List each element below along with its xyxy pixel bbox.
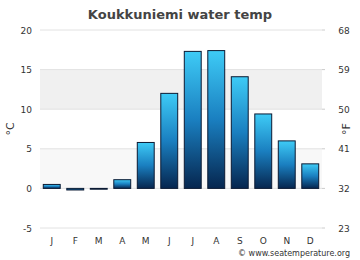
- x-tick-label: A: [213, 236, 220, 246]
- y2-tick: [322, 109, 325, 110]
- y-tick-label: 5: [26, 144, 32, 154]
- y-tick-label: 0: [26, 184, 32, 194]
- y2-tick-label: 32: [338, 184, 349, 194]
- y2-tick-label: 23: [338, 224, 349, 234]
- y-tick-label: 20: [21, 26, 33, 36]
- y2-tick: [322, 148, 325, 149]
- x-tick-label: J: [49, 236, 53, 246]
- bar: [161, 93, 178, 188]
- grid-line: [40, 228, 322, 229]
- footer: © www.seatemperature.org: [238, 249, 350, 258]
- bar: [231, 77, 248, 189]
- y2-tick-label: 68: [338, 26, 350, 36]
- bar: [137, 142, 154, 188]
- y-tick-label: 15: [21, 65, 32, 75]
- grid-line: [40, 69, 322, 70]
- x-tick-label: N: [283, 236, 290, 246]
- x-tick-label: M: [95, 236, 103, 246]
- x-tick-label: S: [237, 236, 243, 246]
- chart: -5 0 5 10 15 20 23 32 41 50 59 68 J F M A M J J A S O N D Koukku…: [0, 0, 360, 260]
- y2-axis-label: °F: [340, 123, 353, 135]
- bar: [208, 51, 225, 189]
- x-tick-label: D: [307, 236, 314, 246]
- bar: [278, 141, 295, 189]
- grid-band: [40, 70, 322, 110]
- bar: [255, 114, 272, 188]
- y2-tick: [322, 30, 325, 31]
- x-tick-label: M: [142, 236, 150, 246]
- bar: [302, 164, 319, 189]
- y2-tick: [322, 188, 325, 189]
- bars: [43, 51, 318, 190]
- grid-line: [40, 30, 322, 31]
- y-axis-label: °C: [4, 122, 17, 136]
- title: Koukkuniemi water temp: [88, 7, 272, 22]
- x-tick-label: F: [73, 236, 78, 246]
- bar: [184, 51, 201, 188]
- y2-tick-label: 41: [338, 144, 349, 154]
- bar: [43, 184, 60, 188]
- y2-tick-label: 50: [338, 105, 350, 115]
- x-tick-label: J: [190, 236, 194, 246]
- grid-line: [40, 109, 322, 110]
- x-tick-label: O: [260, 236, 267, 246]
- bar: [90, 188, 107, 190]
- y2-tick-label: 59: [338, 65, 350, 75]
- y-tick-label: -5: [23, 224, 32, 234]
- x-tick-label: A: [119, 236, 126, 246]
- y-tick-label: 10: [21, 105, 33, 115]
- y2-tick: [322, 228, 325, 229]
- bar: [67, 188, 84, 190]
- x-tick-label: J: [167, 236, 171, 246]
- bar: [114, 180, 131, 189]
- y2-tick: [322, 69, 325, 70]
